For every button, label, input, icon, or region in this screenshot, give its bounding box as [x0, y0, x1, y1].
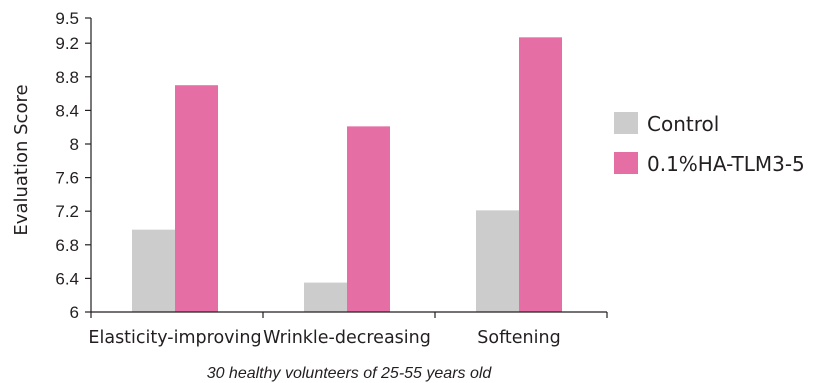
y-tick-label: 9.5 — [55, 9, 79, 28]
bar-treatment — [175, 85, 218, 312]
bar-treatment — [347, 126, 390, 312]
bar-treatment — [519, 37, 562, 312]
y-axis-ticks: 6 6.4 6.8 7.2 7.6 8 8.4 8.8 9.2 9.5 — [55, 9, 91, 322]
category-label: Wrinkle-decreasing — [263, 328, 431, 348]
y-tick-label: 7.6 — [55, 169, 79, 188]
category-label: Softening — [477, 328, 560, 348]
bar-control — [476, 210, 519, 312]
bar-control — [132, 229, 175, 312]
x-axis-caption: 30 healthy volunteers of 25-55 years old — [207, 365, 493, 382]
y-tick-label: 8.4 — [55, 101, 79, 120]
x-axis-ticks — [90, 312, 608, 318]
y-tick-label: 9.2 — [55, 34, 79, 53]
y-tick-label: 8.8 — [55, 68, 79, 87]
legend-label: Control — [647, 112, 719, 136]
legend: Control 0.1%HA-TLM3-5 — [614, 112, 805, 176]
y-tick-label: 7.2 — [55, 202, 79, 221]
legend-swatch — [614, 152, 638, 174]
legend-swatch — [614, 112, 638, 134]
y-axis-title: Evaluation Score — [11, 84, 32, 235]
category-labels: Elasticity-improving Wrinkle-decreasing So… — [88, 328, 560, 348]
y-tick-label: 8 — [70, 135, 79, 154]
category-label: Elasticity-improving — [88, 328, 261, 348]
y-tick-label: 6.8 — [55, 236, 79, 255]
legend-label: 0.1%HA-TLM3-5 — [647, 152, 805, 176]
bar-control — [304, 282, 347, 312]
y-tick-label: 6 — [70, 303, 79, 322]
bars — [132, 37, 562, 312]
y-tick-label: 6.4 — [55, 269, 79, 288]
